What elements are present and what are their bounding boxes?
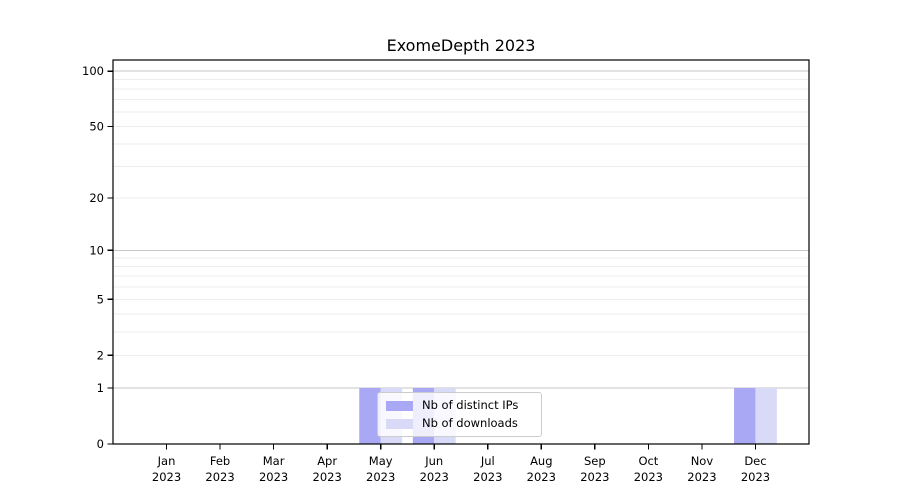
legend-swatch-distinct-ips-icon <box>386 400 413 411</box>
x-tick-label-year: 2023 <box>687 470 716 484</box>
x-tick-label-month: Feb <box>210 454 230 468</box>
y-tick-label: 50 <box>89 119 104 133</box>
x-tick-label-year: 2023 <box>313 470 342 484</box>
x-tick-label-month: May <box>369 454 393 468</box>
x-tick-label-year: 2023 <box>741 470 770 484</box>
x-tick-label-month: Nov <box>691 454 714 468</box>
plot-frame <box>112 59 810 445</box>
y-tick-label: 100 <box>82 64 104 78</box>
x-tick-label-month: Jul <box>480 454 495 468</box>
y-tick-label: 2 <box>97 348 104 362</box>
x-tick-label-year: 2023 <box>259 470 288 484</box>
bar-downloads-Dec <box>755 388 777 444</box>
y-tick-label: 5 <box>97 292 104 306</box>
legend-label-downloads: Nb of downloads <box>422 416 518 430</box>
x-tick-label-year: 2023 <box>473 470 502 484</box>
x-tick-label-month: Oct <box>638 454 658 468</box>
x-tick-label-month: Aug <box>530 454 552 468</box>
x-tick-label-year: 2023 <box>420 470 449 484</box>
x-tick-label-year: 2023 <box>580 470 609 484</box>
y-tick-label: 0 <box>97 437 104 451</box>
y-tick-label: 10 <box>89 243 104 257</box>
legend-row-distinct-ips: Nb of distinct IPs <box>386 399 533 412</box>
x-tick-label-month: Sep <box>584 454 606 468</box>
legend-swatch-downloads-icon <box>386 418 413 429</box>
x-tick-label-month: Jun <box>424 454 443 468</box>
bar-distinct-ips-May <box>359 388 381 444</box>
bar-distinct-ips-Dec <box>734 388 756 444</box>
legend-label-distinct-ips: Nb of distinct IPs <box>422 398 519 412</box>
legend-row-downloads: Nb of downloads <box>386 417 533 430</box>
x-tick-label-month: Jan <box>157 454 176 468</box>
x-tick-label-month: Mar <box>263 454 285 468</box>
y-tick-label: 20 <box>89 191 104 205</box>
x-tick-label-month: Dec <box>744 454 766 468</box>
x-tick-label-year: 2023 <box>152 470 181 484</box>
x-tick-label-year: 2023 <box>366 470 395 484</box>
x-tick-label-month: Apr <box>317 454 337 468</box>
x-tick-label-year: 2023 <box>634 470 663 484</box>
chart-title: ExomeDepth 2023 <box>386 36 536 55</box>
x-tick-label-year: 2023 <box>527 470 556 484</box>
legend: Nb of distinct IPs Nb of downloads <box>377 392 542 437</box>
y-tick-label: 1 <box>97 381 104 395</box>
x-tick-label-year: 2023 <box>205 470 234 484</box>
